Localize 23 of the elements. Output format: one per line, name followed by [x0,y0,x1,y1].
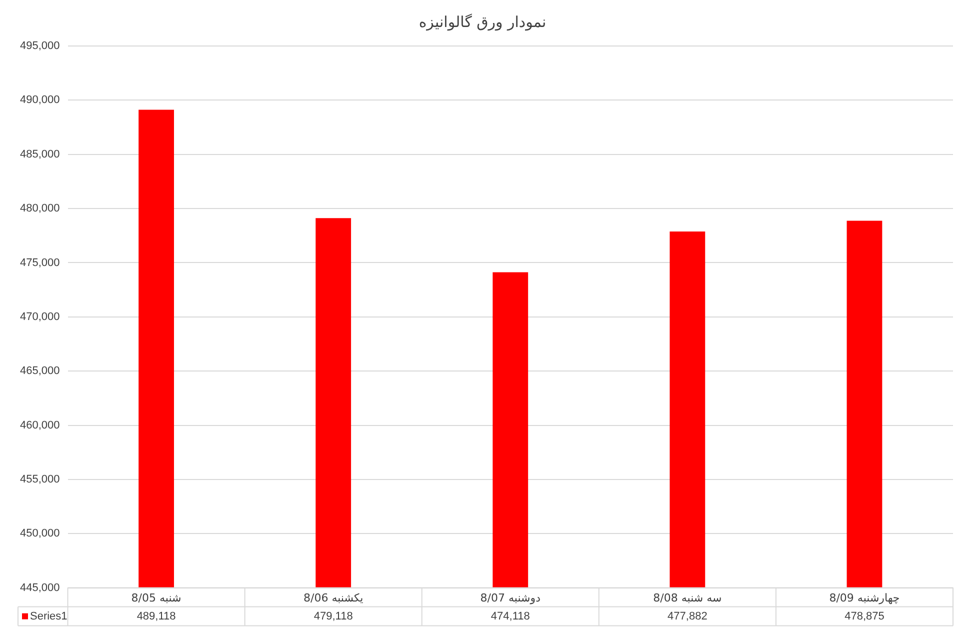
y-tick-label: 485,000 [20,148,60,160]
data-label: 477,882 [668,610,708,622]
legend-label: Series1 [30,610,68,622]
x-tick-label: 8/06 یکشنبه [303,591,364,604]
x-tick-label: 8/05 شنبه [131,591,182,604]
y-tick-label: 460,000 [20,419,60,432]
data-label: 489,118 [136,610,176,622]
data-label: 474,118 [490,610,530,622]
y-tick-label: 475,000 [20,256,60,269]
x-tick-label: 8/09 چهارشنبه [829,591,900,604]
y-tick-label: 480,000 [20,202,60,215]
x-tick-label: 8/07 دوشنبه [480,591,541,604]
data-label: 478,875 [844,610,884,622]
y-tick-label: 495,000 [20,40,60,52]
y-tick-label: 470,000 [20,310,60,323]
y-tick-label: 445,000 [20,582,60,594]
x-tick-label: 8/08 سه شنبه [653,591,722,604]
y-tick-label: 450,000 [20,528,60,540]
y-tick-label: 455,000 [20,473,60,486]
y-tick-label: 490,000 [20,94,60,106]
data-label: 479,118 [314,610,353,622]
chart-title: نمودار ورق گالوانیزه [418,12,546,31]
y-tick-label: 465,000 [20,365,60,378]
